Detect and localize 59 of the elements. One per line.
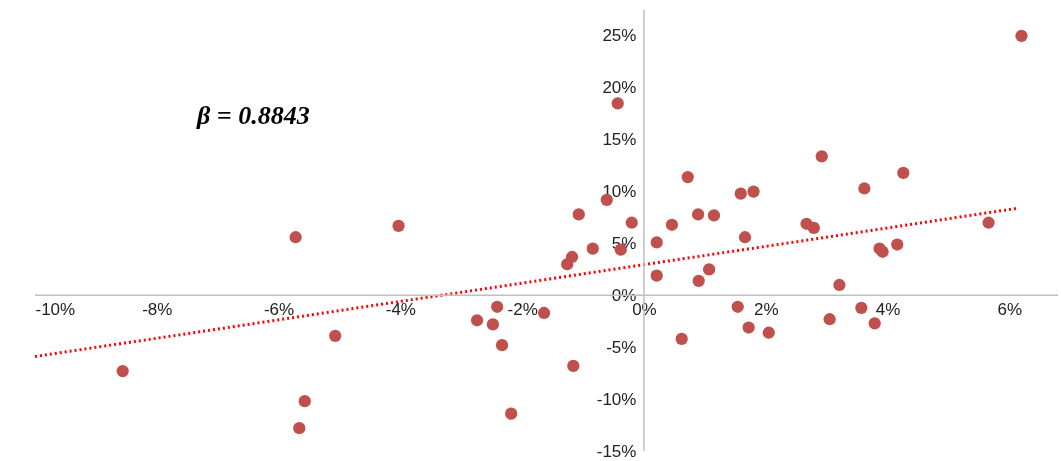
point [650, 269, 663, 282]
annotation: β = 0.8843 [196, 101, 310, 130]
point [731, 300, 744, 313]
point [495, 339, 509, 352]
y-tick-label: -10% [596, 389, 637, 409]
point [675, 332, 688, 346]
point [537, 306, 551, 320]
point [650, 236, 663, 249]
x-tick-label: -4% [385, 299, 416, 319]
point [586, 242, 599, 255]
point [293, 422, 306, 435]
y-tick-label: 15% [602, 130, 637, 150]
point [298, 395, 311, 408]
point [611, 97, 624, 110]
point [392, 219, 405, 232]
point [567, 359, 580, 373]
point [329, 329, 342, 342]
y-tick-label: -5% [606, 337, 637, 357]
x-tick-label: 2% [753, 299, 779, 319]
point [747, 185, 760, 198]
point [470, 314, 484, 327]
x-tick-label: -6% [263, 299, 295, 319]
point [807, 221, 820, 235]
point [707, 209, 721, 222]
point [815, 150, 828, 163]
point [692, 274, 705, 287]
y-tick-label: 20% [602, 78, 637, 98]
point [858, 182, 871, 195]
point [572, 208, 585, 221]
point [742, 321, 755, 334]
x-tick-label: -2% [507, 299, 538, 319]
y-tick-label: 25% [602, 26, 637, 46]
point [833, 278, 846, 292]
point [665, 218, 679, 231]
point [855, 301, 868, 314]
point [505, 407, 518, 420]
x-tick-label: 4% [875, 299, 901, 319]
x-tick-label: -10% [35, 299, 76, 319]
point [116, 364, 129, 378]
point [625, 216, 638, 229]
point [982, 216, 995, 229]
point [891, 238, 904, 251]
y-tick-label: -15% [596, 441, 637, 461]
x-tick-label: 6% [997, 299, 1023, 319]
point [491, 300, 504, 313]
x-tick-label: -8% [142, 299, 173, 319]
point [868, 317, 881, 330]
point [897, 166, 910, 180]
point [565, 250, 579, 264]
point [486, 318, 500, 331]
point [681, 170, 694, 184]
point [1015, 29, 1028, 43]
point [738, 231, 752, 244]
point [289, 231, 302, 244]
point [692, 208, 705, 221]
point [734, 187, 747, 200]
point [823, 313, 836, 326]
point [762, 326, 775, 339]
point [702, 263, 716, 276]
